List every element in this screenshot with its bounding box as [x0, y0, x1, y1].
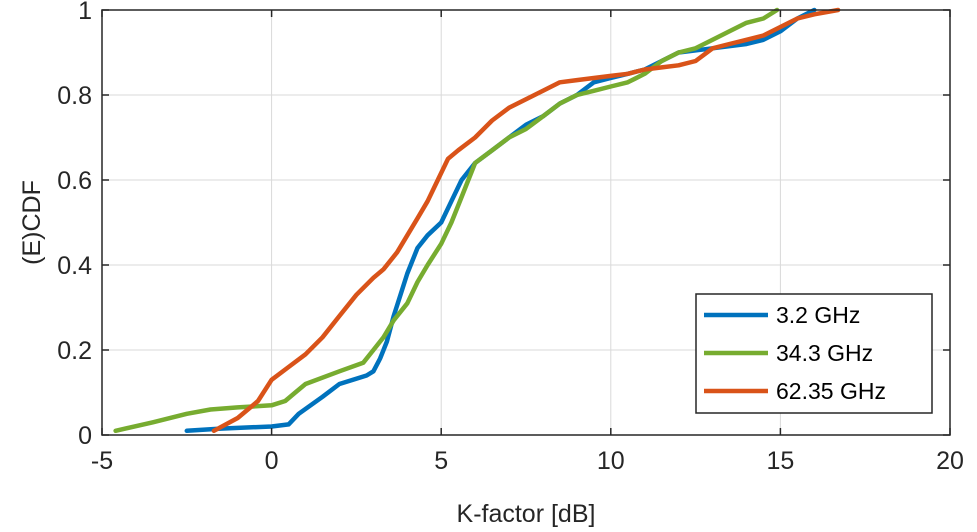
- series-lines: [113, 7, 841, 434]
- legend-label: 34.3 GHz: [776, 340, 873, 366]
- plot-frame: [101, 9, 951, 436]
- y-tick-label: 0: [78, 422, 92, 450]
- x-tick-label: 0: [265, 447, 279, 475]
- legend: 3.2 GHz 34.3 GHz 62.35 GHz: [695, 293, 933, 414]
- y-tick-label: 0.8: [57, 82, 92, 110]
- y-tick-label: 0.4: [57, 252, 92, 280]
- legend-label: 62.35 GHz: [776, 378, 886, 404]
- series-line-3: [211, 7, 841, 434]
- x-tick-label: 15: [766, 447, 794, 475]
- y-tick-label: 0.6: [57, 167, 92, 195]
- y-tick-label: 1: [78, 0, 92, 25]
- x-tick-label: 5: [434, 447, 448, 475]
- y-tick-label: 0.2: [57, 337, 92, 365]
- x-tick-label: 20: [936, 447, 964, 475]
- x-axis-title: K-factor [dB]: [457, 500, 596, 528]
- y-axis-title: (E)CDF: [18, 180, 46, 265]
- x-tick-label: -5: [91, 447, 113, 475]
- x-tick-label: 10: [597, 447, 625, 475]
- legend-label: 3.2 GHz: [776, 302, 860, 328]
- series-line-2: [113, 7, 780, 434]
